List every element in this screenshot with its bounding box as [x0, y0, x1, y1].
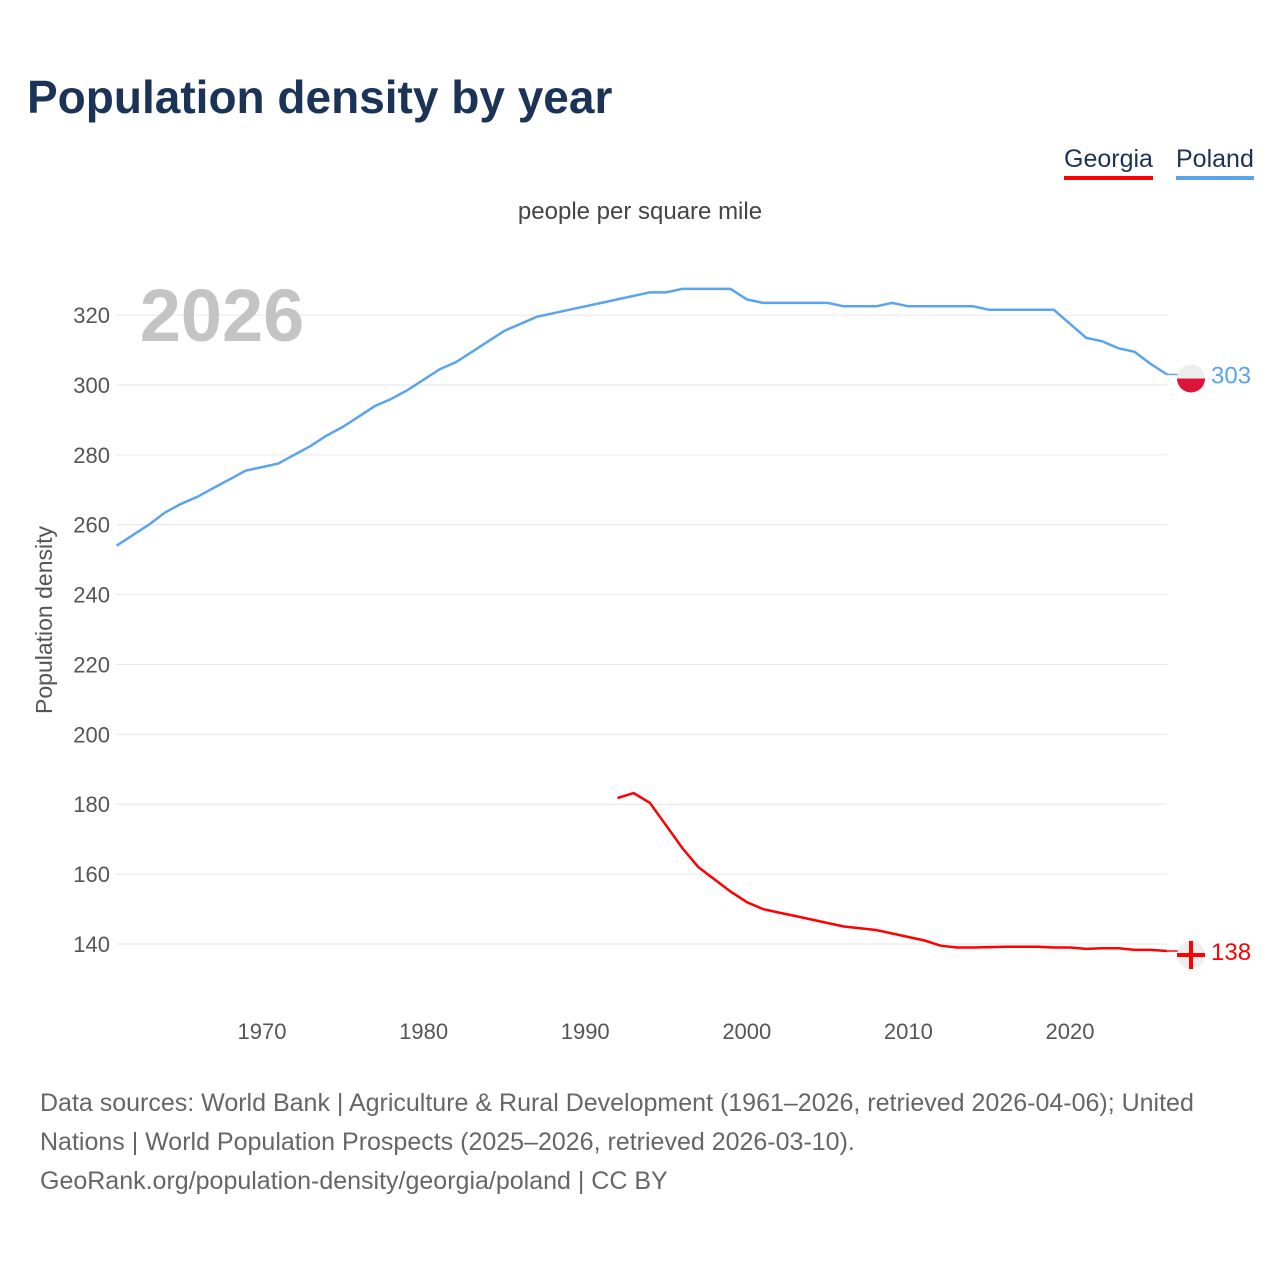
y-tick-label: 320: [73, 303, 110, 328]
y-tick-label: 280: [73, 443, 110, 468]
legend-georgia[interactable]: Georgia: [1064, 145, 1153, 180]
page-title: Population density by year: [27, 71, 613, 123]
y-tick-label: 220: [73, 652, 110, 677]
chart-subtitle: people per square mile: [517, 198, 763, 225]
end-value-label-georgia: 138: [1211, 939, 1251, 966]
source-link[interactable]: GeoRank.org/population-density/georgia/p…: [40, 1167, 668, 1195]
legend-poland[interactable]: Poland: [1176, 145, 1254, 180]
x-tick-label: 2010: [884, 1019, 933, 1044]
flag-cross: [1189, 940, 1193, 969]
y-axis-label: Population density: [31, 526, 57, 714]
y-tick-label: 140: [73, 932, 110, 957]
x-tick-label: 2020: [1046, 1019, 1095, 1044]
y-tick-label: 260: [73, 513, 110, 538]
year-watermark: 2026: [140, 274, 305, 357]
x-tick-label: 1990: [561, 1019, 610, 1044]
source-text: Data sources: World Bank | Agriculture &…: [40, 1089, 1194, 1156]
y-tick-label: 200: [73, 722, 110, 747]
end-value-label-poland: 303: [1211, 362, 1251, 389]
x-tick-label: 1970: [238, 1019, 287, 1044]
y-tick-label: 240: [73, 583, 110, 608]
x-tick-label: 1980: [399, 1019, 448, 1044]
flag-red-half: [1177, 378, 1205, 393]
source-note: Data sources: World Bank | Agriculture &…: [40, 1084, 1250, 1201]
y-tick-label: 180: [73, 792, 110, 817]
y-tick-label: 300: [73, 373, 110, 398]
series-line-poland: [115, 287, 1168, 547]
series-line-georgia: [617, 791, 1168, 953]
y-tick-label: 160: [73, 862, 110, 887]
x-tick-label: 2000: [722, 1019, 771, 1044]
